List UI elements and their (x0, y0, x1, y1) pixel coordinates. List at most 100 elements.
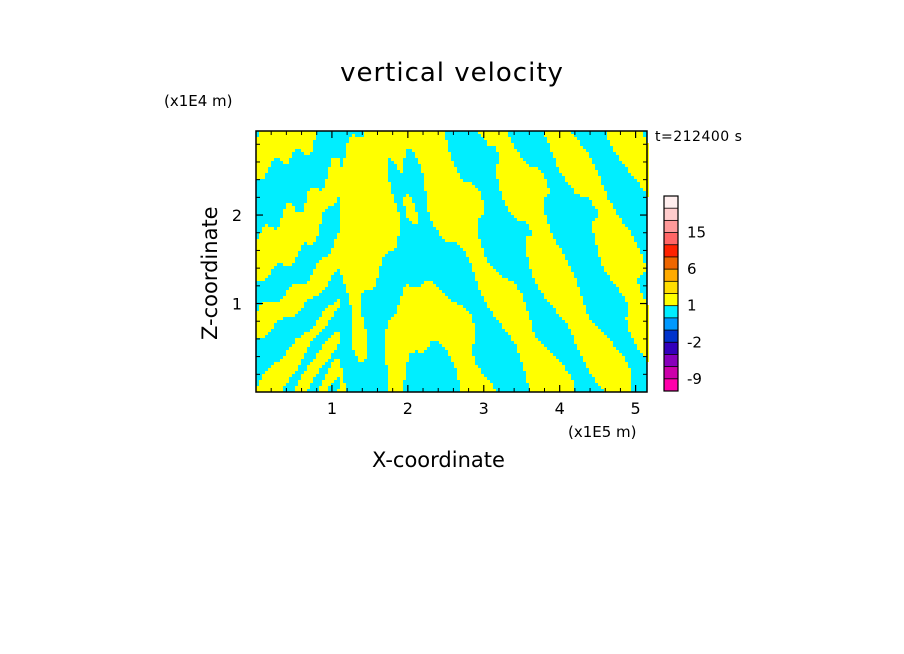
positive-region (283, 296, 313, 299)
positive-region (328, 368, 343, 371)
positive-region (283, 356, 304, 359)
positive-region (286, 293, 319, 296)
positive-region (595, 377, 631, 380)
positive-region (499, 179, 547, 182)
positive-region (352, 314, 361, 317)
positive-region (352, 347, 367, 350)
positive-region (385, 335, 475, 338)
positive-region (262, 377, 289, 380)
positive-region (352, 134, 355, 137)
positive-region (328, 305, 340, 308)
positive-region (526, 377, 571, 380)
positive-region (643, 353, 649, 356)
positive-region (568, 182, 601, 185)
positive-region (397, 308, 466, 311)
positive-region (331, 362, 340, 365)
positive-region (424, 182, 472, 185)
positive-region (580, 353, 622, 356)
x-axis-ticks: 1 2 3 4 5 (270, 131, 641, 418)
positive-region (412, 149, 448, 152)
positive-region (349, 299, 361, 302)
positive-region (394, 314, 472, 317)
positive-region (610, 278, 637, 281)
positive-region (565, 320, 592, 323)
positive-region (352, 308, 361, 311)
positive-region (514, 341, 541, 344)
positive-region (526, 380, 574, 383)
positive-region (460, 380, 490, 383)
x-tick-label: 3 (479, 399, 489, 418)
positive-region (265, 224, 268, 227)
positive-region (388, 386, 403, 389)
positive-region (265, 371, 295, 374)
positive-region (523, 368, 565, 371)
positive-region (463, 248, 484, 251)
positive-region (340, 380, 343, 383)
positive-region (598, 215, 619, 218)
positive-region (604, 389, 631, 392)
colorbar-label: 1 (687, 297, 697, 315)
positive-region (421, 284, 436, 287)
positive-region (610, 143, 649, 146)
positive-region (340, 215, 400, 218)
velocity-field (256, 131, 649, 392)
positive-region (397, 167, 403, 170)
positive-region (556, 158, 592, 161)
positive-region (307, 242, 313, 245)
positive-region (430, 218, 478, 221)
positive-region (256, 245, 301, 248)
positive-region (307, 194, 394, 197)
positive-region (442, 344, 472, 347)
positive-region (352, 323, 364, 326)
positive-region (484, 296, 523, 299)
positive-region (346, 155, 406, 158)
positive-region (298, 383, 310, 386)
positive-region (550, 302, 583, 305)
positive-region (301, 377, 313, 380)
positive-region (586, 365, 628, 368)
positive-region (628, 323, 649, 326)
positive-region (505, 329, 532, 332)
positive-region (559, 170, 598, 173)
positive-region (493, 311, 529, 314)
positive-region (592, 230, 631, 233)
positive-region (616, 284, 640, 287)
positive-region (625, 296, 643, 299)
positive-region (340, 203, 397, 206)
positive-region (343, 161, 388, 164)
positive-region (328, 338, 340, 341)
positive-region (607, 134, 643, 137)
positive-region (418, 158, 451, 161)
positive-region (496, 149, 517, 152)
positive-region (322, 257, 382, 260)
time-label: t=212400 s (655, 129, 743, 145)
positive-region (316, 353, 331, 356)
colorbar-label: 6 (687, 260, 697, 278)
positive-region (286, 353, 304, 356)
positive-region (403, 287, 439, 290)
positive-region (610, 275, 640, 278)
positive-region (256, 332, 268, 335)
positive-region (340, 227, 400, 230)
positive-region (592, 221, 622, 224)
y-tick-label: 1 (232, 295, 242, 314)
positive-region (256, 158, 274, 161)
positive-region (574, 341, 613, 344)
positive-region (571, 329, 601, 332)
positive-region (385, 329, 475, 332)
positive-region (451, 359, 475, 362)
positive-region (532, 275, 574, 278)
positive-region (316, 266, 379, 269)
positive-region (439, 230, 478, 233)
positive-region (460, 386, 493, 389)
positive-region (406, 206, 415, 209)
positive-region (400, 170, 403, 173)
positive-region (388, 374, 406, 377)
positive-region (394, 161, 403, 164)
positive-region (415, 152, 451, 155)
positive-region (349, 296, 361, 299)
positive-region (397, 164, 403, 167)
positive-region (340, 269, 379, 272)
positive-region (628, 326, 649, 329)
positive-region (343, 158, 388, 161)
